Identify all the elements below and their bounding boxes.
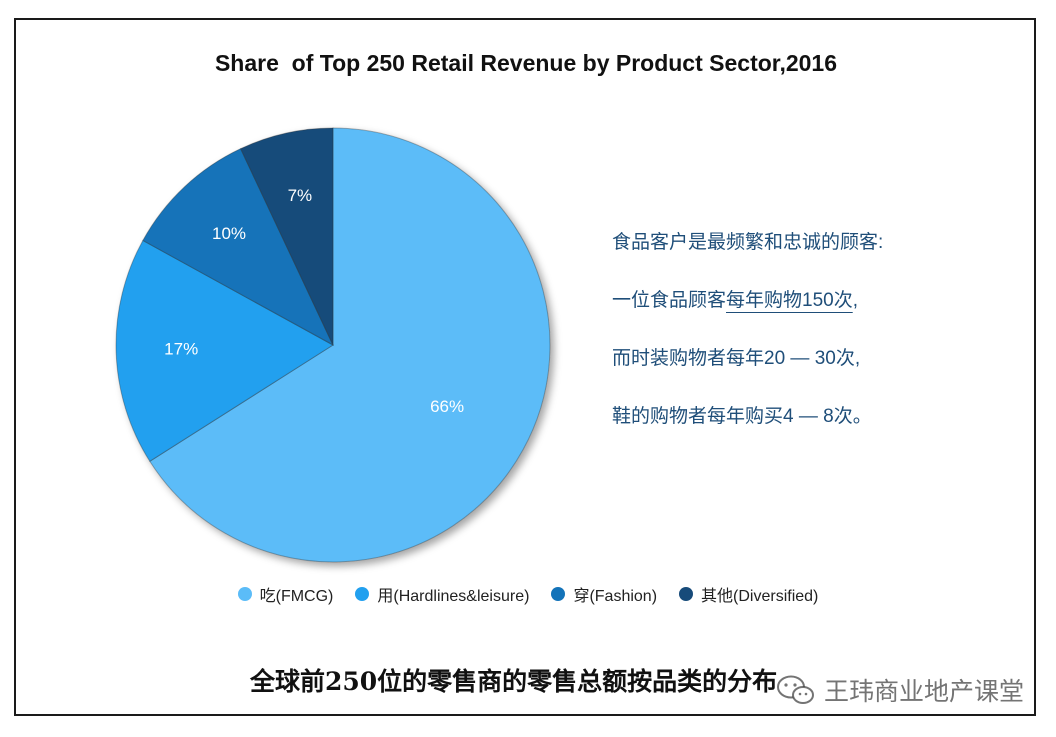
legend-label-fmcg: 吃(FMCG) <box>259 588 334 605</box>
pie-label-fmcg: 66% <box>430 397 464 416</box>
pie-slice-diversified <box>239 127 334 346</box>
pie-slice-fashion <box>142 147 335 347</box>
pie-label-diversified: 7% <box>288 186 313 205</box>
legend: 吃(FMCG) 用(Hardlines&leisure) 穿(Fashion) … <box>0 582 1056 606</box>
legend-swatch-fashion <box>551 587 566 601</box>
pie-chart: 66% 17% 10% 7% <box>115 127 551 563</box>
watermark: 王玮商业地产课堂 <box>776 672 1024 708</box>
legend-swatch-fmcg <box>237 587 252 601</box>
annotation-text: 食品客户是最频繁和忠诚的顾客: 一位食品顾客每年购物150次, 而时装购物者每年… <box>612 226 942 458</box>
pie-label-fashion: 10% <box>212 224 246 243</box>
legend-label-fashion: 穿(Fashion) <box>573 588 658 605</box>
legend-swatch-diversified <box>679 587 694 601</box>
legend-item-hardlines: 用(Hardlines&leisure) <box>355 582 529 606</box>
watermark-text: 王玮商业地产课堂 <box>824 678 1025 706</box>
annotation-line-3: 而时装购物者每年20 — 30次, <box>612 348 861 369</box>
annotation-line-4: 鞋的购物者每年购买4 — 8次。 <box>612 406 872 427</box>
wechat-icon <box>777 675 814 704</box>
pie-slice-hardlines <box>115 239 334 462</box>
chart-title: Share of Top 250 Retail Revenue by Produ… <box>214 50 838 76</box>
legend-item-diversified: 其他(Diversified) <box>679 582 818 606</box>
pie-label-hardlines: 17% <box>164 339 198 358</box>
annotation-line-2-end: , <box>852 290 858 311</box>
annotation-highlight: 每年购物150次 <box>726 290 853 311</box>
caption: 全球前250位的零售商的零售总额按品类的分布 <box>250 667 778 696</box>
legend-item-fashion: 穿(Fashion) <box>551 582 657 606</box>
annotation-line-2-start: 一位食品顾客 <box>612 290 727 311</box>
legend-label-hardlines: 用(Hardlines&leisure) <box>377 588 530 605</box>
annotation-line-1: 食品客户是最频繁和忠诚的顾客: <box>612 232 884 253</box>
legend-swatch-hardlines <box>355 587 370 601</box>
annotation-line-2: 一位食品顾客每年购物150次, <box>612 284 942 342</box>
legend-label-diversified: 其他(Diversified) <box>701 588 819 605</box>
pie-slice-fmcg <box>149 127 551 563</box>
legend-item-fmcg: 吃(FMCG) <box>237 582 334 606</box>
